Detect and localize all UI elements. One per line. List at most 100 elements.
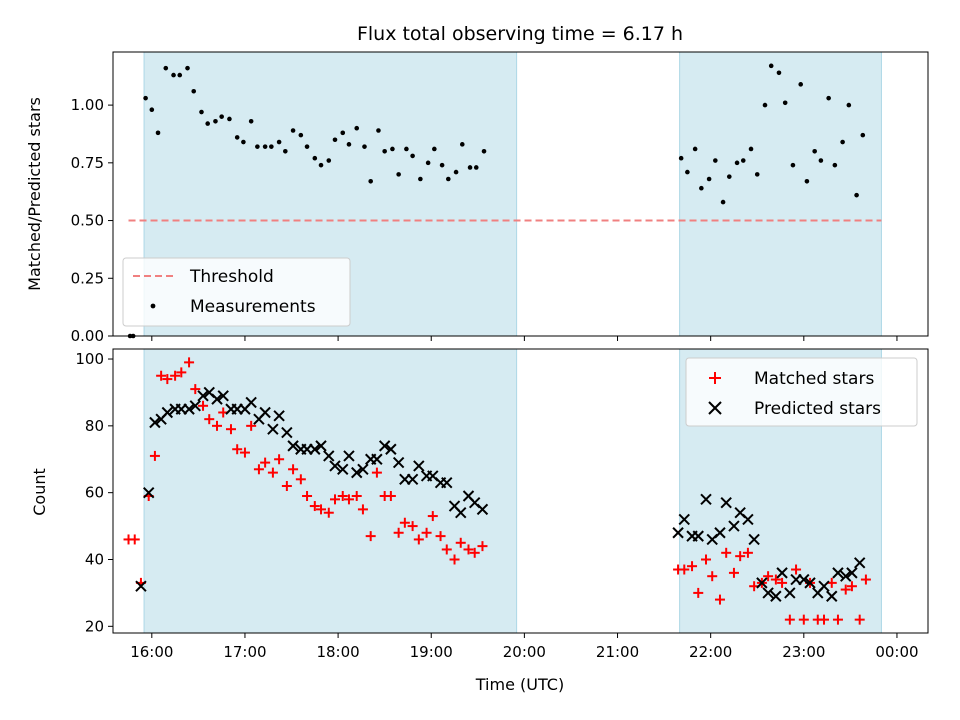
point-top-0-58	[726, 174, 732, 179]
point-top-0-29	[332, 137, 338, 143]
point-bot-0-79	[860, 574, 871, 585]
point-bot-0-62	[742, 547, 753, 558]
point-top-0-31	[346, 142, 352, 147]
point-top-0-6	[171, 72, 176, 78]
point-bot-0-51	[477, 541, 488, 552]
point-top-0-21	[276, 139, 282, 145]
point-bot-0-18	[246, 420, 257, 431]
point-bot-0-11	[198, 400, 209, 411]
point-bot-0-9	[184, 357, 195, 368]
point-bot-1-57	[720, 496, 732, 509]
y-tick-label-top-4: 1.00	[71, 96, 104, 114]
point-bot-0-43	[421, 527, 432, 538]
point-top-0-75	[846, 102, 852, 108]
count-legend-box	[685, 357, 918, 427]
point-bot-1-61	[748, 533, 760, 546]
point-top-0-54	[699, 185, 704, 191]
point-bot-1-74	[840, 570, 852, 582]
point-bot-1-30	[343, 450, 355, 462]
legend-measurements-label: Measurements	[190, 297, 316, 317]
y-tick-label-top-0: 0.00	[71, 327, 104, 345]
point-top-0-59	[734, 160, 740, 166]
point-top-0-64	[768, 63, 774, 69]
point-bot-0-28	[316, 504, 327, 515]
point-bot-1-60	[742, 513, 754, 526]
point-bot-0-70	[798, 614, 809, 625]
point-bot-1-49	[476, 503, 489, 516]
x-axis-label: Time (UTC)	[475, 675, 564, 694]
point-top-0-26	[312, 155, 318, 161]
point-bot-1-75	[846, 567, 858, 579]
point-top-0-32	[354, 125, 360, 131]
point-top-0-38	[396, 172, 401, 177]
point-top-0-4	[155, 130, 161, 136]
point-top-0-39	[404, 146, 409, 152]
point-bot-1-4	[161, 406, 174, 419]
x-tick-label-0: 16:00	[130, 643, 173, 661]
point-bot-1-28	[329, 460, 341, 472]
point-bot-1-64	[770, 590, 782, 602]
point-top-0-68	[798, 82, 804, 87]
point-bot-0-17	[239, 447, 250, 458]
point-bot-0-58	[714, 594, 725, 605]
point-bot-1-68	[798, 573, 810, 586]
point-top-0-73	[832, 162, 838, 168]
point-bot-1-27	[323, 450, 335, 462]
point-bot-1-36	[385, 443, 397, 455]
point-bot-0-61	[735, 551, 746, 562]
x-tick-label-4: 20:00	[503, 643, 546, 661]
point-bot-0-21	[267, 467, 278, 478]
point-top-0-50	[481, 148, 487, 154]
point-top-0-10	[199, 109, 204, 115]
legend-threshold-label: Threshold	[189, 267, 274, 287]
y-tick-label-top-3: 0.75	[71, 154, 104, 172]
point-bot-1-51	[678, 513, 690, 526]
point-top-0-19	[262, 144, 268, 149]
point-bot-0-29	[323, 507, 334, 518]
point-top-0-18	[255, 144, 260, 149]
point-bot-1-54	[700, 493, 712, 506]
y-tick-label-bot-4: 100	[75, 350, 104, 368]
point-top-0-27	[318, 162, 324, 168]
point-bot-0-38	[385, 491, 396, 502]
point-bot-1-50	[672, 527, 684, 539]
point-top-0-30	[340, 130, 346, 136]
count-panel-frame	[112, 348, 929, 634]
point-bot-0-66	[770, 574, 781, 585]
point-bot-0-55	[693, 587, 704, 598]
y-tick-label-top-1: 0.25	[71, 269, 104, 287]
point-bot-1-73	[832, 567, 844, 579]
point-bot-1-9	[197, 390, 209, 402]
point-top-0-55	[706, 176, 712, 182]
point-top-0-24	[298, 132, 304, 138]
chart-title: Flux total observing time = 6.17 h	[357, 23, 683, 45]
point-bot-1-22	[287, 440, 299, 452]
point-top-0-16	[241, 139, 246, 145]
point-bot-0-45	[435, 531, 446, 542]
point-top-0-77	[860, 132, 866, 138]
x-tick-label-2: 18:00	[316, 643, 359, 661]
point-bot-0-68	[784, 614, 795, 625]
point-bot-1-12	[217, 390, 229, 402]
point-top-0-2	[143, 95, 148, 101]
point-bot-0-20	[260, 457, 271, 468]
point-top-0-40	[410, 153, 415, 159]
point-bot-0-13	[212, 420, 223, 431]
ratio-panel-frame	[112, 51, 929, 337]
count-y-axis-label: Count	[30, 468, 49, 516]
point-top-0-25	[304, 144, 310, 149]
point-bot-1-21	[281, 426, 293, 439]
point-bot-0-53	[679, 564, 690, 575]
legend-matched-label: Matched stars	[754, 369, 874, 389]
point-bot-0-23	[281, 480, 292, 491]
point-bot-0-26	[302, 491, 313, 502]
point-bot-1-25	[309, 443, 321, 455]
legend-measurements-swatch	[150, 303, 156, 309]
point-bot-0-6	[162, 374, 173, 385]
point-bot-1-1	[142, 486, 155, 499]
x-tick-label-6: 22:00	[689, 643, 732, 661]
point-top-0-47	[459, 142, 465, 147]
point-top-0-5	[163, 65, 169, 71]
point-bot-1-7	[183, 403, 195, 415]
